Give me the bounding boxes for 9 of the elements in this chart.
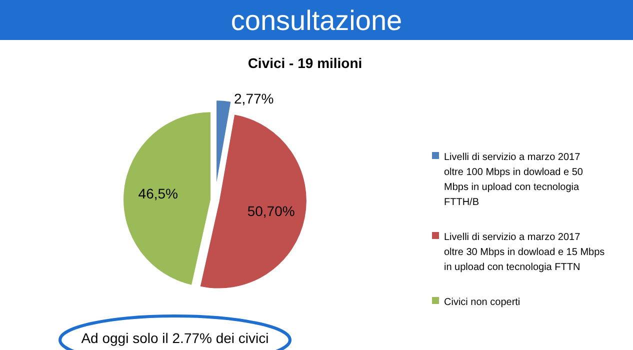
text: Ad oggi solo il 2.77% dei civici bbox=[81, 330, 269, 346]
data-label: 50,70% bbox=[247, 203, 295, 220]
text: consultazione bbox=[230, 5, 402, 36]
legend-label: Civici non coperti bbox=[444, 297, 520, 308]
chart-title: Civici - 19 milioni bbox=[248, 55, 362, 71]
legend-label: Livelli di servizio a marzo 2017 oltre 30 Mbps in dowload e 15 Mbps in upload con tecnologia FTTN bbox=[444, 232, 605, 273]
data-label: 2,77% bbox=[234, 90, 274, 106]
data-label: 46,5% bbox=[138, 186, 178, 202]
legend-label: Livelli di servizio a marzo 2017 oltre 100 Mbps in dowload e 50 Mbps in upload con tecnologia FTTH/B bbox=[444, 152, 584, 208]
